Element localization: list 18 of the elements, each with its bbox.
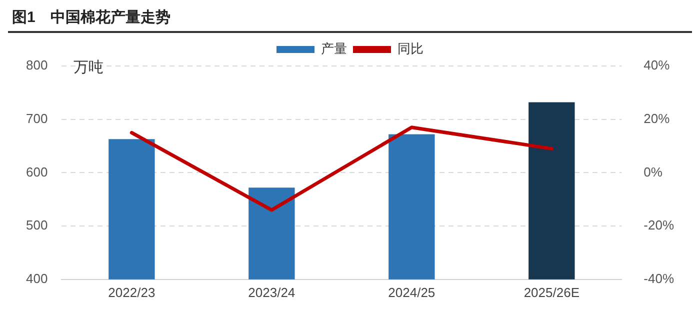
legend-label: 产量 bbox=[321, 41, 347, 56]
x-tick-label: 2023/24 bbox=[248, 284, 296, 300]
legend-label: 同比 bbox=[398, 41, 424, 56]
y-axis-title: 万吨 bbox=[74, 59, 104, 76]
y2-tick-label: 20% bbox=[644, 110, 670, 126]
y-tick-label: 500 bbox=[26, 218, 48, 233]
y2-tick-label: 0% bbox=[644, 164, 663, 180]
x-tick-label: 2022/23 bbox=[108, 284, 156, 300]
y2-tick-label: -20% bbox=[644, 218, 674, 233]
y2-tick-label: -40% bbox=[644, 270, 674, 286]
x-tick-label: 2024/25 bbox=[388, 284, 436, 300]
x-tick-label: 2025/26E bbox=[524, 284, 580, 300]
y-tick-label: 700 bbox=[26, 110, 48, 126]
y-tick-label: 600 bbox=[26, 164, 48, 180]
y-tick-label: 400 bbox=[26, 270, 48, 286]
chart-title: 图1 中国棉花产量走势 bbox=[8, 8, 692, 33]
y-tick-label: 800 bbox=[26, 58, 48, 73]
y2-tick-label: 40% bbox=[644, 58, 670, 73]
